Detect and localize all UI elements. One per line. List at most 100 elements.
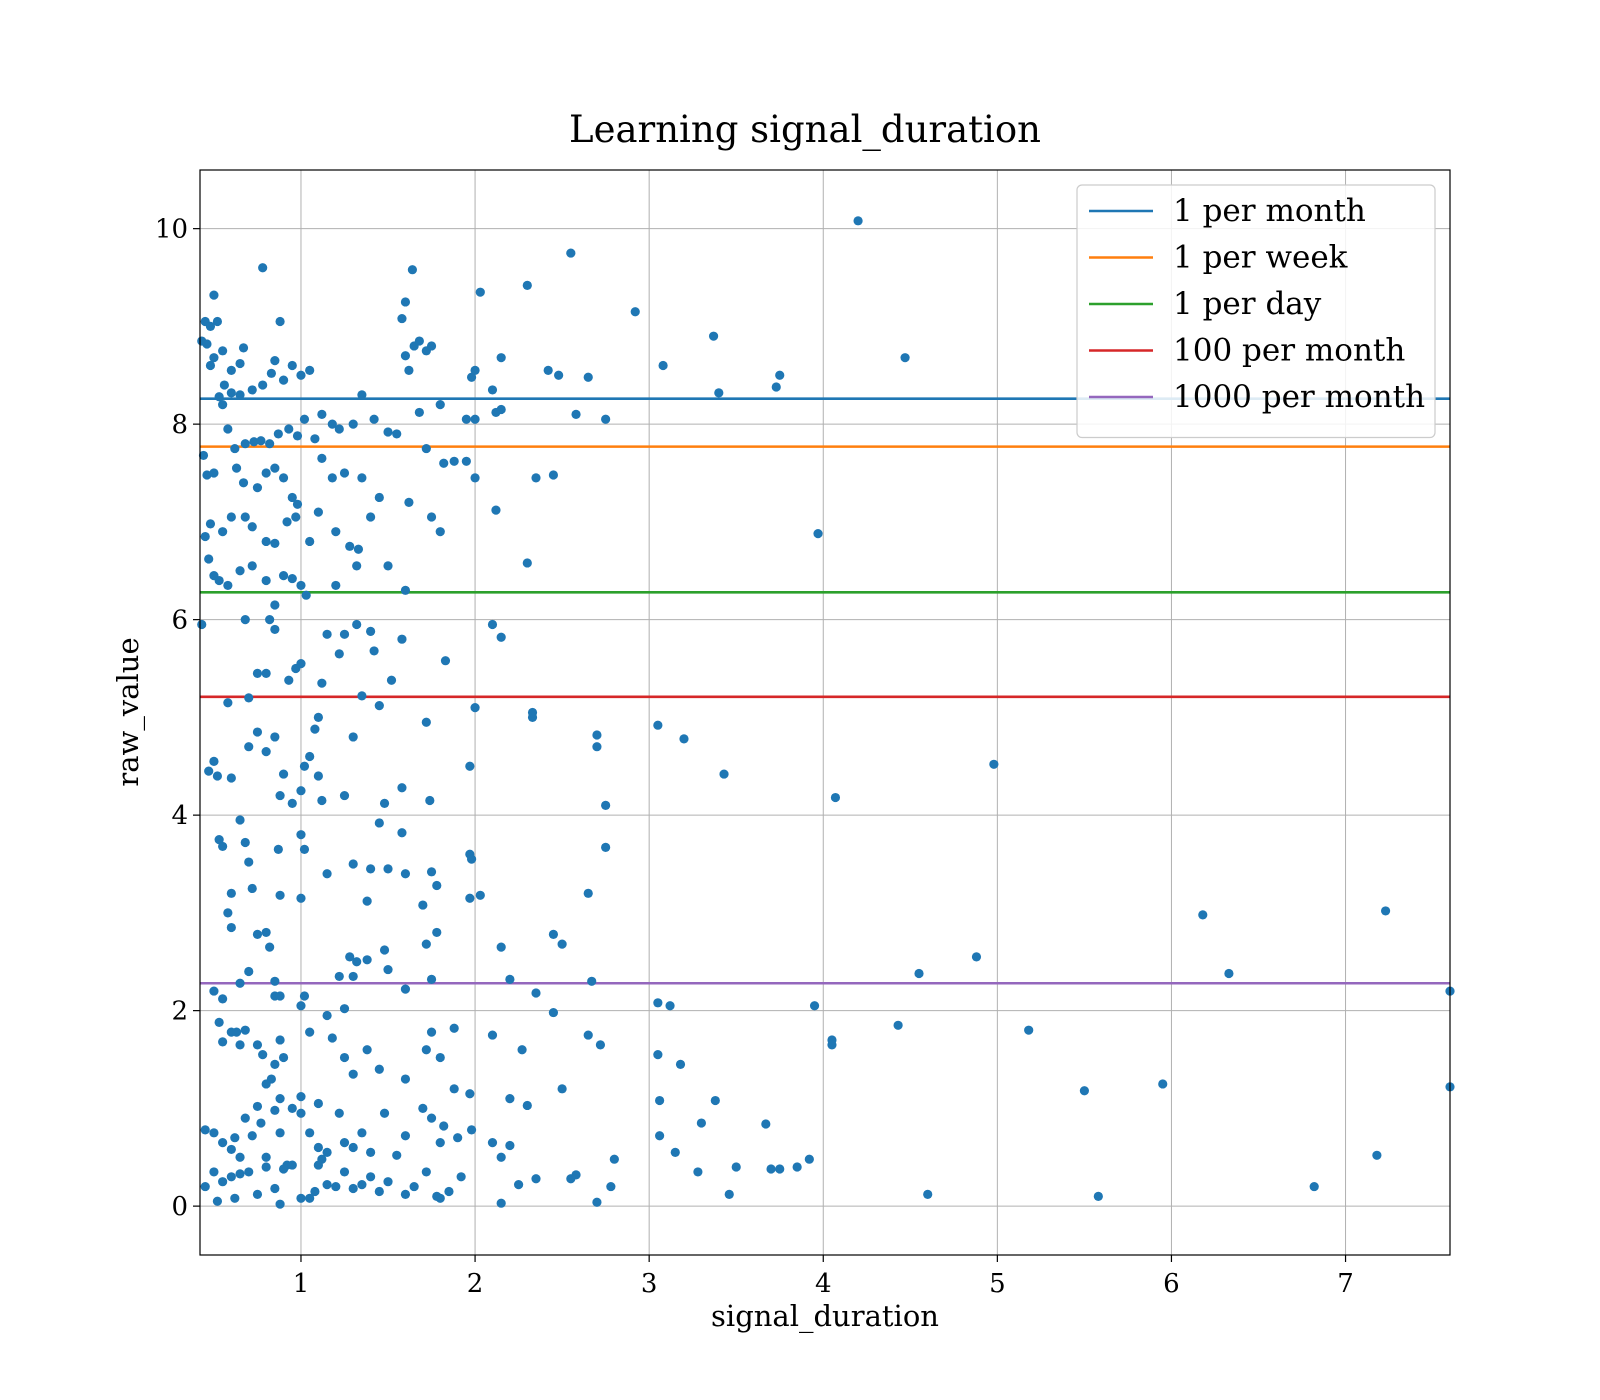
scatter-point [362,896,372,906]
scatter-point [235,1040,245,1050]
scatter-point [252,727,263,737]
scatter-point [270,624,280,635]
scatter-point [287,492,297,503]
scatter-point [435,399,445,410]
scatter-point [299,761,310,771]
scatter-point [444,1186,454,1197]
scatter-point [1309,1181,1319,1192]
scatter-point [296,893,306,903]
scatter-point [522,280,532,290]
scatter-point [261,746,271,757]
scatter-point [226,365,236,375]
scatter-point [592,730,602,740]
scatter-point [292,499,303,509]
scatter-point [209,986,219,996]
scatter-point [223,424,233,434]
scatter-point [392,1150,402,1160]
scatter-point [273,429,283,439]
scatter-point [305,365,315,375]
scatter-point [397,313,407,324]
scatter-point [466,1125,477,1135]
scatter-point [465,761,475,771]
scatter-point [322,869,332,879]
scatter-point [400,869,411,879]
scatter-point [670,1147,680,1157]
scatter-point [313,1098,323,1109]
scatter-point [202,470,212,480]
scatter-point [275,316,285,327]
scatter-point [592,742,602,752]
scatter-point [261,536,271,547]
scatter-point [240,615,250,625]
scatter-point [466,854,477,864]
scatter-point [249,437,259,447]
scatter-point [258,380,268,390]
scatter-point [209,290,219,300]
scatter-point [461,414,471,424]
scatter-point [775,1164,785,1174]
scatter-point [470,414,480,424]
scatter-point [339,1004,350,1014]
scatter-point [252,1189,263,1199]
scatter-point [421,717,431,727]
scatter-point [404,497,414,507]
scatter-point [339,629,350,639]
scatter-point [334,649,344,659]
legend-label: 1 per day [1173,286,1322,322]
scatter-point [334,1108,344,1118]
scatter-point [256,436,266,446]
scatter-point [383,561,393,571]
scatter-point [583,1030,593,1040]
scatter-point [310,724,320,734]
scatter-point [339,468,350,478]
scatter-point [226,1144,236,1155]
legend-label: 1 per month [1173,193,1366,229]
scatter-point [198,450,209,461]
scatter-point [310,1186,320,1197]
scatter-point [679,734,689,744]
scatter-point [230,443,240,454]
scatter-point [731,1162,741,1172]
scatter-point [270,538,280,548]
scatter-point [421,1045,431,1055]
scatter-point [449,456,459,466]
scatter-point [287,1160,297,1170]
scatter-point [278,571,289,581]
scatter-point [261,668,271,679]
scatter-point [202,339,212,349]
scatter-point [496,404,506,415]
scatter-point [209,353,219,363]
scatter-point [296,1092,306,1102]
scatter-point [212,771,223,781]
scatter-point [374,701,384,711]
scatter-point [505,974,515,984]
scatter-point [675,1059,686,1069]
scatter-point [305,1128,315,1138]
scatter-point [487,1030,498,1040]
scatter-point [527,707,538,718]
scatter-point [322,1010,332,1021]
scatter-point [379,1108,390,1118]
scatter-point [317,453,327,463]
scatter-point [775,370,785,380]
scatter-point [440,656,451,666]
scatter-point [449,1023,459,1033]
scatter-point [383,864,393,874]
y-tick-label: 8 [171,410,188,440]
scatter-point [235,815,245,825]
scatter-point [209,468,219,478]
scatter-point [339,1137,350,1148]
scatter-point [397,783,407,793]
y-tick-label: 6 [171,606,188,636]
scatter-point [209,756,219,766]
scatter-point [1158,1079,1168,1089]
scatter-point [313,712,323,722]
scatter-point [400,1189,411,1199]
scatter-point [696,1118,706,1128]
scatter-point [240,1113,250,1123]
scatter-point [435,527,445,537]
scatter-point [209,1128,219,1138]
scatter-point [261,1079,271,1089]
y-tick-label: 0 [171,1192,188,1222]
